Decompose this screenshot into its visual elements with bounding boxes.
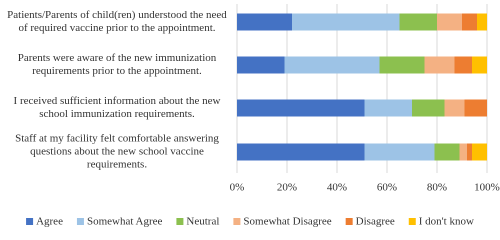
bar-segment xyxy=(459,143,467,161)
y-tick-label: Staff at my facility felt comfortable an… xyxy=(15,133,219,145)
bar-segment xyxy=(467,143,472,161)
bar-segment xyxy=(399,13,437,31)
bar-segment xyxy=(444,99,465,117)
y-tick-label: Patients/Parents of child(ren) understoo… xyxy=(7,9,227,21)
bar-segment xyxy=(284,56,380,74)
bar-segment xyxy=(237,99,365,117)
bar-segment xyxy=(472,56,487,74)
legend-label: I don't know xyxy=(419,216,474,228)
legend-swatch xyxy=(345,218,353,225)
bar-segment xyxy=(292,13,400,31)
x-tick-label: 100% xyxy=(474,182,500,194)
bar-segment xyxy=(379,56,425,74)
bar-segment xyxy=(364,143,435,161)
x-tick-label: 60% xyxy=(377,182,397,194)
y-tick-label: requirements prior to the appointment. xyxy=(32,65,202,77)
legend-label: Somewhat Agree xyxy=(87,216,163,228)
y-tick-label: requirements. xyxy=(87,159,147,171)
legend-label: Neutral xyxy=(186,216,219,228)
legend-swatch xyxy=(76,218,84,225)
legend-label: Somewhat Disagree xyxy=(243,216,331,228)
y-tick-label: school immunization requirements. xyxy=(39,108,195,120)
bar-segment xyxy=(424,56,455,74)
bar-segment xyxy=(472,143,487,161)
x-tick-label: 80% xyxy=(427,182,447,194)
bar-segment xyxy=(464,99,487,117)
legend-swatch xyxy=(233,218,241,225)
x-tick-label: 0% xyxy=(230,182,245,194)
y-tick-label: questions about the new school vaccine xyxy=(30,146,204,158)
y-tick-label: Parents were aware of the new immunizati… xyxy=(18,52,217,64)
bar-segment xyxy=(434,143,460,161)
legend-label: Agree xyxy=(36,216,63,228)
y-tick-label: I received sufficient information about … xyxy=(14,95,221,107)
bar-segment xyxy=(454,56,472,74)
x-tick-label: 20% xyxy=(277,182,297,194)
y-tick-label: of required vaccine prior to the appoint… xyxy=(18,22,215,34)
legend-swatch xyxy=(26,218,34,225)
legend-swatch xyxy=(408,218,416,225)
x-tick-label: 40% xyxy=(327,182,347,194)
bar-segment xyxy=(237,143,365,161)
chart: 0% 20% 40% 60% 80% 100% Patients/Parents of ch… xyxy=(7,4,500,228)
bar-segment xyxy=(477,13,487,31)
bar-segment xyxy=(437,13,462,31)
bar-segment xyxy=(237,56,285,74)
bar-segment xyxy=(412,99,445,117)
bar-segment xyxy=(237,13,292,31)
legend-label: Disagree xyxy=(356,216,395,228)
bar-segment xyxy=(364,99,412,117)
bar-segment xyxy=(462,13,477,31)
legend-swatch xyxy=(176,218,184,225)
